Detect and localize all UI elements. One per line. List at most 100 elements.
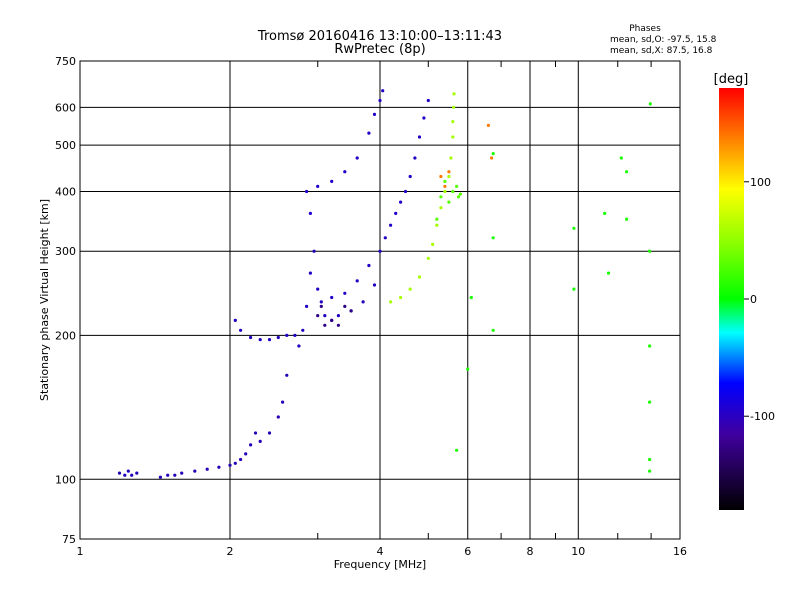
data-point (258, 338, 262, 342)
data-point (443, 179, 447, 183)
data-point (367, 131, 371, 135)
data-point (336, 323, 340, 327)
colorbar-label: [deg] (714, 72, 749, 87)
y-tick-label: 600 (55, 101, 76, 114)
data-point (117, 471, 122, 475)
data-point (378, 249, 382, 253)
plot-frame (79, 60, 681, 540)
data-point (408, 287, 412, 291)
data-point (336, 314, 340, 318)
data-point (205, 467, 209, 471)
data-point (466, 367, 470, 371)
data-point (426, 256, 430, 260)
data-point (312, 249, 316, 253)
data-point (293, 333, 297, 337)
data-point (447, 174, 451, 179)
data-point (455, 448, 459, 452)
data-point (281, 400, 285, 404)
y-tick-label: 300 (55, 245, 76, 258)
data-point (233, 318, 237, 322)
colorbar-tick-label: 100 (750, 176, 771, 189)
data-point (343, 304, 347, 308)
data-point (343, 291, 347, 295)
y-tick-label: 500 (55, 139, 76, 152)
data-point (439, 174, 443, 179)
data-point (399, 200, 403, 204)
data-point (305, 304, 309, 308)
data-point (603, 211, 607, 215)
data-point (319, 300, 323, 304)
data-point (367, 263, 371, 268)
stats-o-mode: mean, sd,O: -97.5, 15.8 (610, 35, 717, 45)
data-point (456, 195, 461, 199)
colorbar-tick-label: 0 (750, 293, 757, 306)
data-point (431, 242, 435, 246)
data-point (166, 473, 170, 477)
x-axis-label: Frequency [MHz] (334, 558, 426, 571)
data-point (285, 333, 289, 337)
y-tick-label: 200 (55, 329, 76, 342)
data-point (443, 189, 447, 194)
y-tick-label: 75 (62, 533, 76, 546)
data-point (308, 271, 312, 275)
data-point (403, 189, 408, 194)
data-point (228, 463, 232, 467)
data-point (455, 184, 459, 188)
colorbar-tick-label: -100 (750, 410, 775, 423)
data-point (297, 344, 301, 348)
data-point (452, 92, 456, 96)
data-point (316, 314, 320, 318)
data-point (486, 123, 490, 127)
data-point (323, 323, 327, 327)
data-point (276, 415, 280, 419)
data-point (267, 431, 272, 435)
data-point (491, 328, 495, 332)
data-point (625, 170, 629, 174)
data-point (173, 473, 177, 477)
colorbar-ticks: 100 0 -100 (744, 176, 775, 423)
data-point (330, 179, 334, 183)
stats-heading: Phases (629, 24, 661, 34)
data-point (285, 373, 289, 377)
data-point (426, 98, 430, 103)
data-point (258, 439, 262, 443)
data-point (443, 184, 447, 188)
data-point (413, 156, 417, 160)
data-point (305, 189, 309, 194)
data-point (372, 112, 377, 116)
data-point (249, 335, 253, 340)
chart-title: Tromsø 20160416 13:10:00–13:11:43 (257, 29, 502, 44)
data-point (330, 295, 334, 300)
data-point (389, 300, 393, 304)
data-point (648, 344, 652, 348)
y-axis-label: Stationary phase Virtual Height [km] (38, 199, 51, 401)
data-point (648, 457, 652, 462)
data-point (361, 300, 365, 304)
data-point (435, 223, 439, 227)
data-point (452, 105, 456, 109)
data-point (372, 283, 377, 287)
data-point (572, 226, 576, 230)
data-point (491, 236, 495, 240)
data-point (180, 471, 184, 475)
data-point (135, 471, 139, 475)
x-tick-label: 6 (464, 545, 471, 558)
data-point (451, 120, 455, 124)
stats-x-mode: mean, sd,X: 87.5, 16.8 (610, 46, 713, 56)
data-point (572, 287, 576, 291)
data-point (648, 469, 652, 473)
data-point (253, 431, 258, 435)
data-point (417, 135, 422, 139)
data-point (381, 89, 385, 93)
data-point (451, 189, 455, 194)
data-points (117, 89, 652, 479)
data-point (123, 473, 127, 477)
data-point (378, 98, 382, 103)
x-tick-label: 2 (227, 545, 234, 558)
y-tick-label: 400 (55, 185, 76, 198)
axis-ticks: 1 2 4 6 8 10 16 75 100 200 300 400 500 600 750 (55, 55, 687, 558)
x-tick-label: 4 (377, 545, 384, 558)
data-point (349, 309, 353, 313)
data-point (439, 195, 443, 199)
data-point (193, 469, 197, 473)
